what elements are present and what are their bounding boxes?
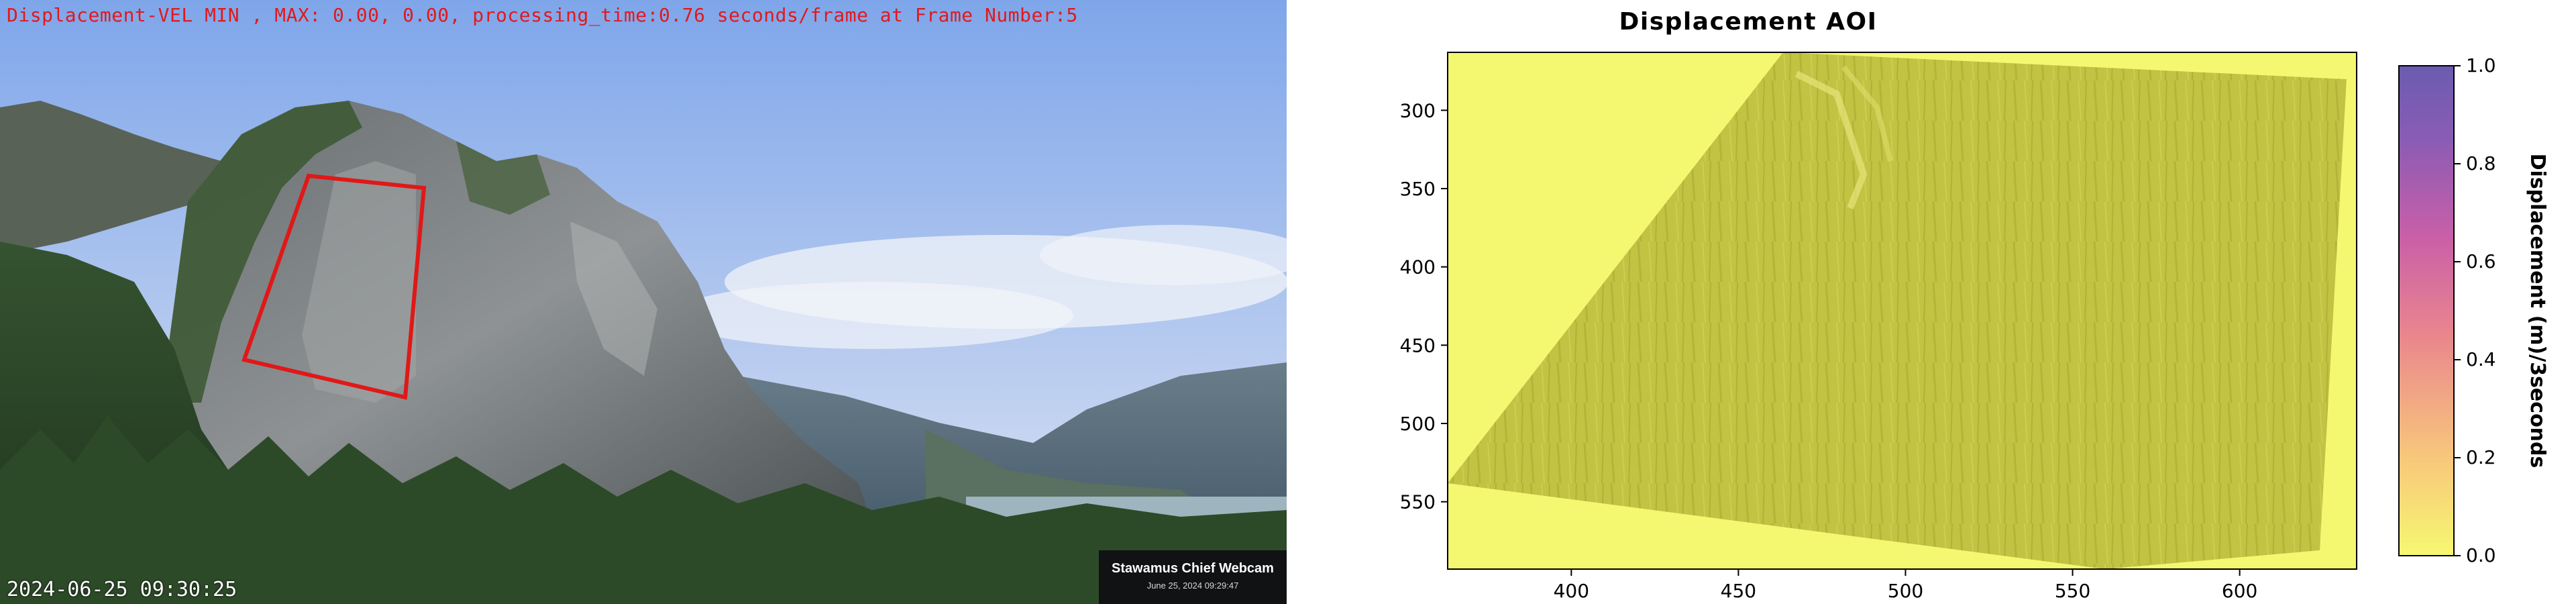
colorbar-tick-label: 0.0 (2466, 544, 2496, 566)
y-tick-label: 550 (1400, 491, 1436, 513)
y-tick-label: 300 (1400, 99, 1436, 121)
x-axis: 400 450 500 550 600 (1554, 569, 2257, 602)
webcam-caption-title: Stawamus Chief Webcam (1112, 561, 1274, 576)
heatmap-aoi-region (1448, 52, 2347, 569)
colorbar-axis: 0.0 0.2 0.4 0.6 0.8 1.0 (2454, 54, 2496, 566)
frame-timestamp: 2024-06-25 09:30:25 (7, 578, 237, 601)
colorbar-tick-label: 0.6 (2466, 250, 2496, 272)
colorbar-tick-label: 0.2 (2466, 446, 2496, 468)
webcam-caption: Stawamus Chief Webcam June 25, 2024 09:2… (1099, 550, 1287, 604)
colorbar-tick-label: 1.0 (2466, 54, 2496, 77)
displacement-plot-panel: Displacement AOI 400 450 500 550 600 300 350 4… (1287, 0, 2576, 604)
aoi-polygon (241, 173, 427, 400)
webcam-caption-date: June 25, 2024 09:29:47 (1146, 581, 1239, 591)
webcam-image (0, 0, 1287, 604)
displacement-heatmap-chart: Displacement AOI 400 450 500 550 600 300 350 4… (1400, 8, 2549, 602)
colorbar-label: Displacement (m)/3seconds (2526, 154, 2549, 468)
processing-overlay-text: Displacement-VEL MIN , MAX: 0.00, 0.00, … (7, 4, 1078, 26)
x-tick-label: 500 (1888, 580, 1923, 602)
colorbar (2398, 65, 2455, 556)
plot-title: Displacement AOI (1619, 8, 1878, 36)
y-axis: 300 350 400 450 500 550 (1400, 99, 1448, 513)
colorbar-tick-label: 0.8 (2466, 152, 2496, 174)
y-tick-label: 350 (1400, 178, 1436, 200)
webcam-panel: Displacement-VEL MIN , MAX: 0.00, 0.00, … (0, 0, 1287, 604)
x-tick-label: 450 (1721, 580, 1756, 602)
y-tick-label: 500 (1400, 413, 1436, 435)
y-tick-label: 400 (1400, 256, 1436, 279)
y-tick-label: 450 (1400, 334, 1436, 356)
colorbar-tick-label: 0.4 (2466, 348, 2496, 370)
x-tick-label: 550 (2055, 580, 2090, 602)
x-tick-label: 600 (2222, 580, 2257, 602)
plot-frame (1447, 52, 2357, 570)
x-tick-label: 400 (1554, 580, 1589, 602)
